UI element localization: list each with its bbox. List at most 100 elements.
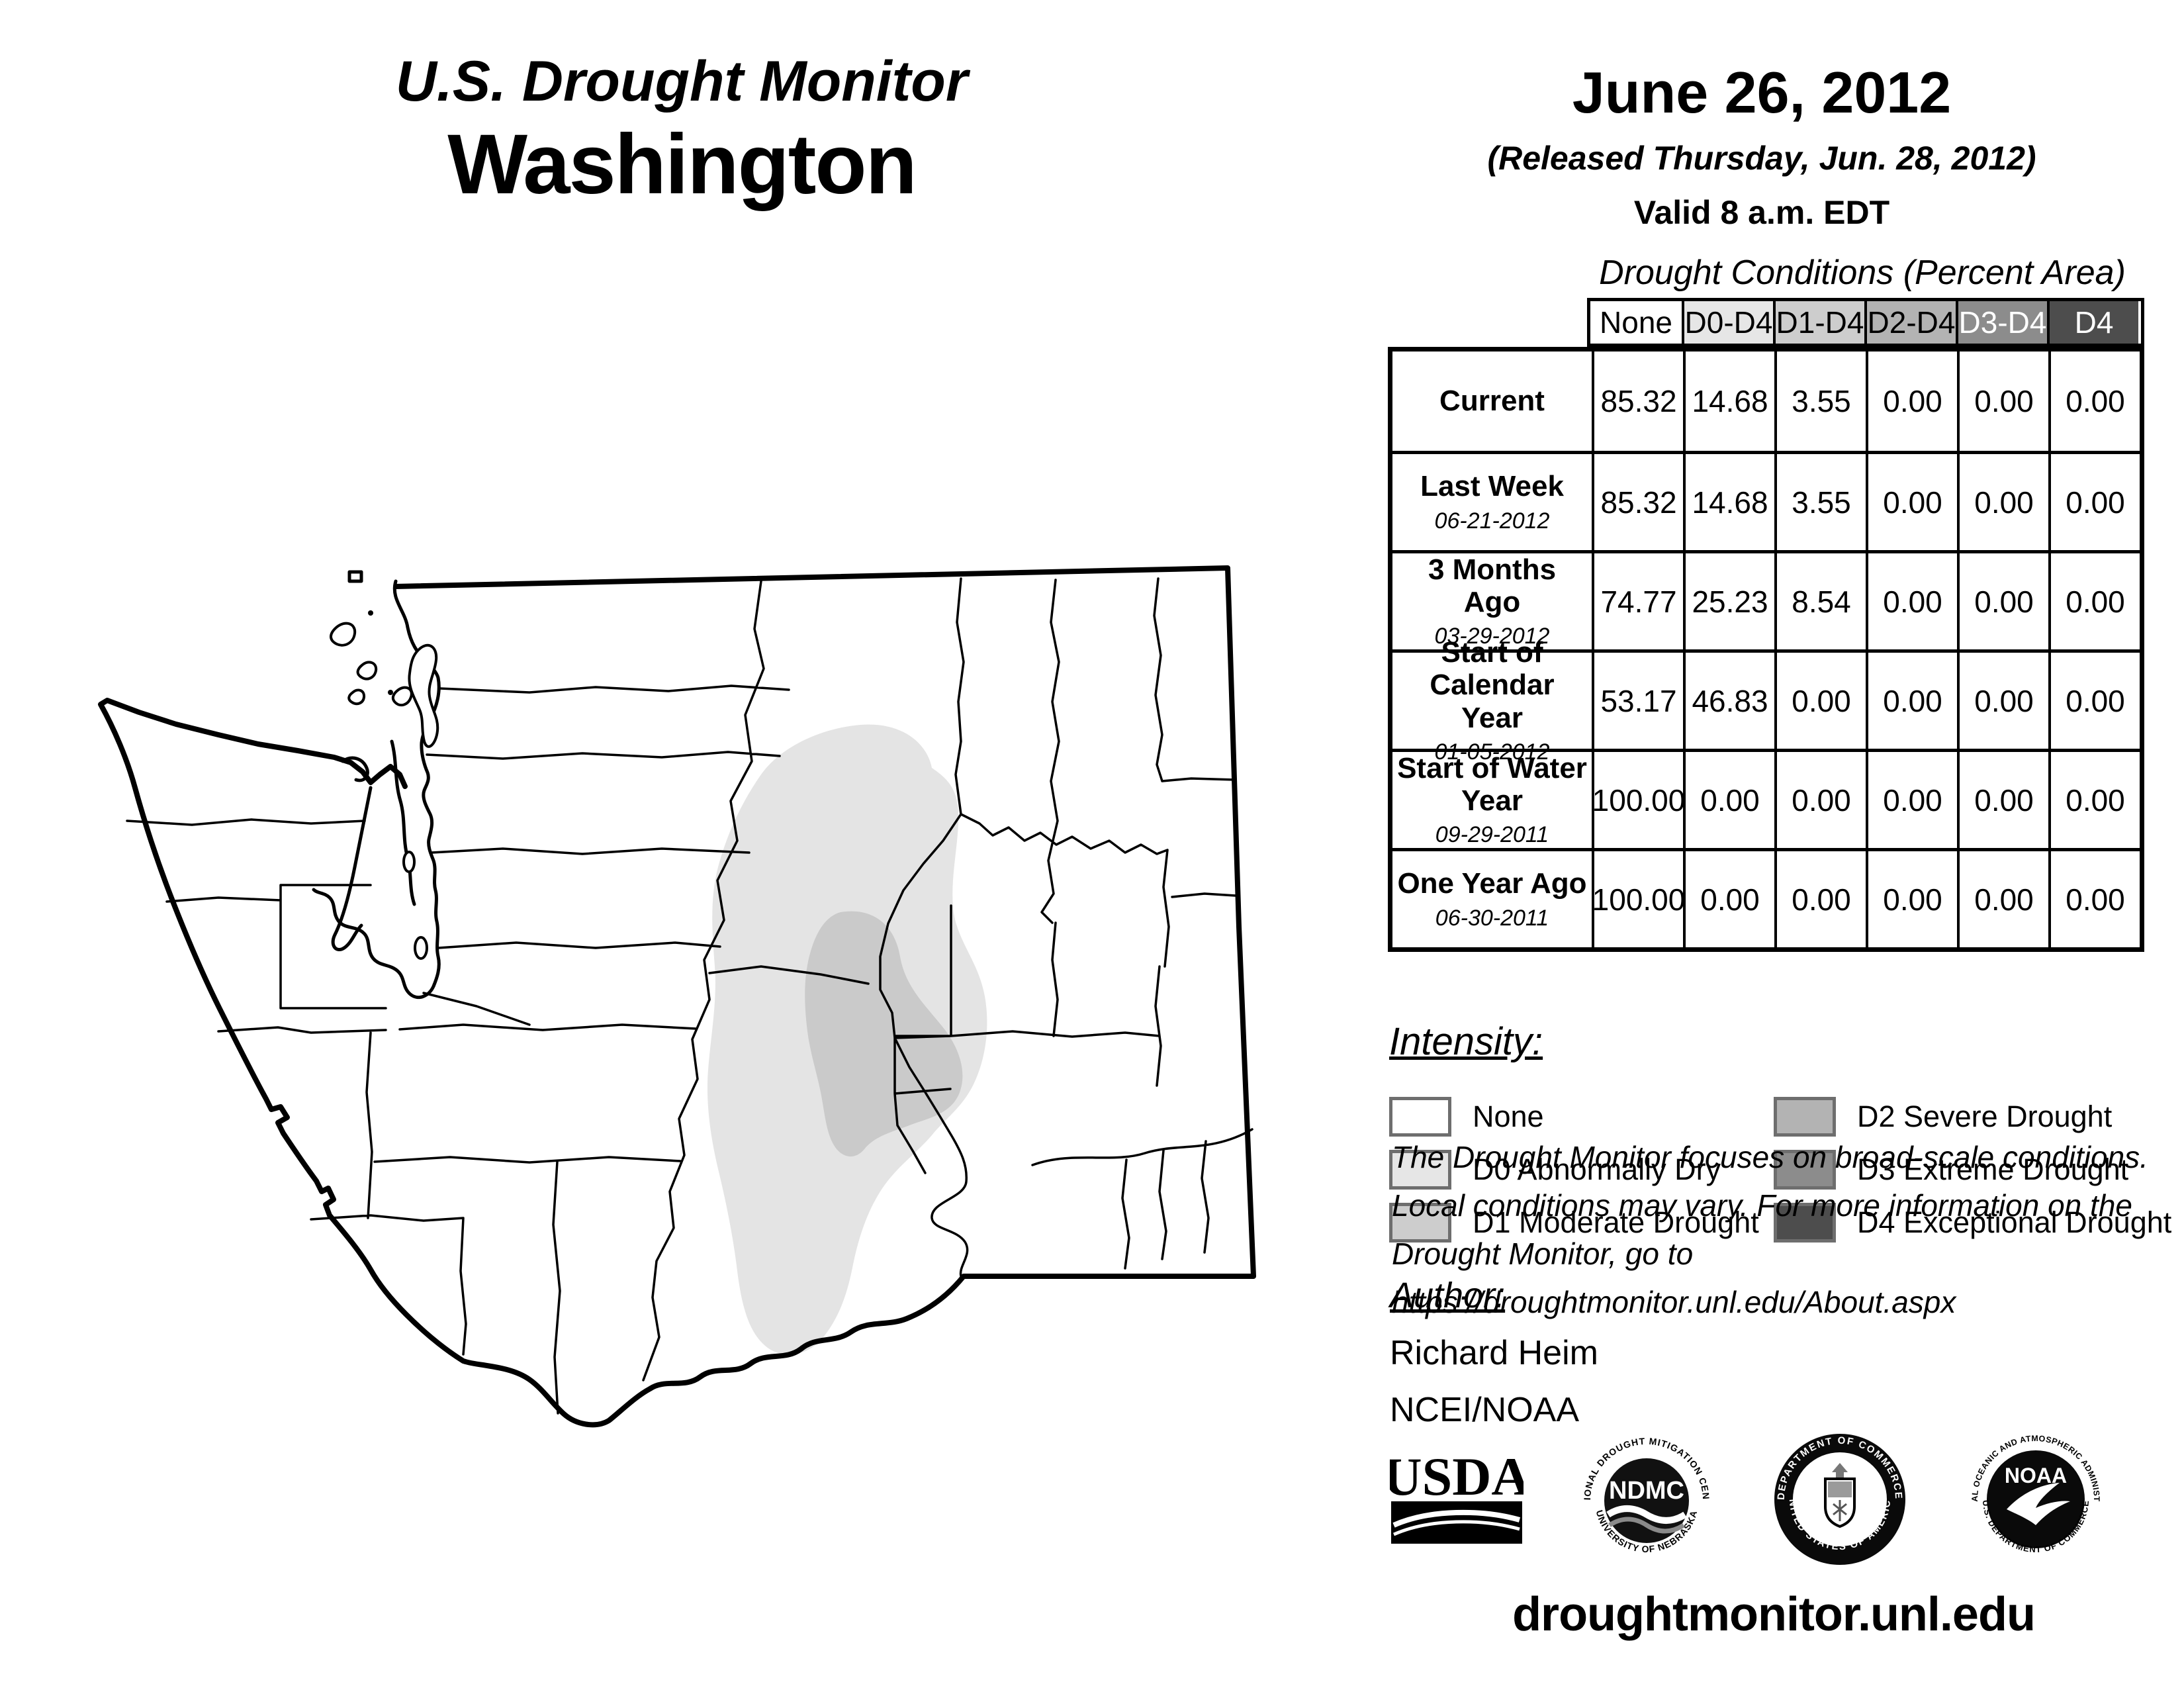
- table-cell: 0.00: [1866, 749, 1957, 848]
- table-body: Current 85.32 14.68 3.55 0.00 0.00 0.00 …: [1388, 347, 2144, 952]
- table-cell: 0.00: [1957, 848, 2048, 947]
- table-cell: 0.00: [2048, 550, 2140, 649]
- report-title-line1: U.S. Drought Monitor: [395, 50, 968, 113]
- usda-swoosh2-icon: [1392, 1520, 1520, 1536]
- disclaimer-text: The Drought Monitor focuses on broad-sca…: [1392, 1133, 2184, 1327]
- footer-url: droughtmonitor.unl.edu: [1512, 1588, 2036, 1641]
- usda-logo-text: USDA: [1390, 1454, 1524, 1507]
- table-cell: 0.00: [2048, 451, 2140, 550]
- table-cell: 85.32: [1592, 451, 1683, 550]
- col-header-d4: D4: [2047, 301, 2138, 344]
- disclaimer-line: Local conditions may vary. For more info…: [1392, 1188, 2132, 1223]
- col-header-d3d4: D3-D4: [1956, 301, 2047, 344]
- kitsap-shore: [390, 739, 416, 906]
- d1-moderate-drought-area: [805, 911, 963, 1157]
- col-header-d0d4: D0-D4: [1682, 301, 1773, 344]
- col-header-d2d4: D2-D4: [1864, 301, 1956, 344]
- whidbey-island: [408, 643, 439, 748]
- table-cell: 0.00: [1866, 649, 1957, 749]
- author-heading: Author:: [1390, 1276, 1506, 1315]
- legend-item-d4: D4 Exceptional Drought: [1774, 1196, 2171, 1249]
- county-boundaries: [126, 577, 1253, 1415]
- table-cell: 0.00: [1957, 649, 2048, 749]
- puget-sound: [312, 570, 441, 1000]
- table-cell: 25.23: [1683, 550, 1774, 649]
- table-cell: 0.00: [1866, 848, 1957, 947]
- map-date: June 26, 2012: [1572, 60, 1952, 125]
- table-cell: 3.55: [1774, 451, 1866, 550]
- point-roberts: [347, 570, 363, 583]
- legend-swatch-d2: [1774, 1097, 1836, 1137]
- puget-sound-east-shore: [312, 579, 441, 1000]
- port-townsend-hook: [341, 756, 369, 782]
- state-border: [98, 565, 1256, 1428]
- legend-item-d3: D3 Extreme Drought: [1774, 1143, 2171, 1196]
- table-cell: 0.00: [2048, 848, 2140, 947]
- release-date: (Released Thursday, Jun. 28, 2012): [1487, 140, 2036, 177]
- doc-shield-ship: [1828, 1481, 1852, 1497]
- drought-conditions-table: None D0-D4 D1-D4 D2-D4 D3-D4 D4 Current …: [1388, 298, 2144, 952]
- legend-swatch-none: [1389, 1097, 1451, 1137]
- intensity-heading: Intensity:: [1389, 1020, 1543, 1063]
- legend-item-d1: D1 Moderate Drought: [1389, 1196, 1774, 1249]
- row-label-start-water-year: Start of Water Year 09-29-2011: [1392, 749, 1592, 848]
- small-island: [368, 610, 373, 616]
- table-cell: 14.68: [1683, 352, 1774, 451]
- valid-time: Valid 8 a.m. EDT: [1633, 194, 1890, 231]
- small-island: [388, 690, 393, 695]
- report-title-state: Washington: [447, 117, 917, 212]
- release-block: June 26, 2012 (Released Thursday, Jun. 2…: [1431, 64, 2093, 232]
- col-header-none: None: [1590, 301, 1682, 344]
- col-header-d1d4: D1-D4: [1773, 301, 1864, 344]
- row-label-last-week: Last Week 06-21-2012: [1392, 451, 1592, 550]
- doc-shield-rays: [1833, 1500, 1847, 1521]
- ndmc-center-text: NDMC: [1609, 1477, 1684, 1505]
- author-block: Author: Richard Heim NCEI/NOAA: [1390, 1275, 1598, 1430]
- san-juan-islands: [330, 622, 413, 707]
- noaa-seagull-icon: [2007, 1483, 2070, 1525]
- report-title: U.S. Drought Monitor Washington: [251, 52, 1112, 210]
- legend-swatch-d4: [1774, 1203, 1836, 1243]
- washington-map: [98, 565, 1256, 1428]
- ndmc-wave2-icon: [1608, 1517, 1685, 1534]
- table-cell: 46.83: [1683, 649, 1774, 749]
- doc-eagle-icon: [1832, 1463, 1848, 1477]
- table-cell: 0.00: [1774, 848, 1866, 947]
- author-name: Richard Heim: [1390, 1334, 1598, 1372]
- disclaimer-line: The Drought Monitor focuses on broad-sca…: [1392, 1140, 2148, 1174]
- table-cell: 0.00: [1866, 451, 1957, 550]
- hood-canal: [331, 786, 373, 951]
- table-cell: 0.00: [1774, 749, 1866, 848]
- row-label-one-year-ago: One Year Ago 06-30-2011: [1392, 848, 1592, 947]
- author-org: NCEI/NOAA: [1390, 1391, 1580, 1429]
- row-label-start-calendar-year: Start of Calendar Year 01-05-2012: [1392, 636, 1592, 765]
- table-cell: 0.00: [1957, 451, 2048, 550]
- table-cell: 14.68: [1683, 451, 1774, 550]
- noaa-logo: NATIONAL OCEANIC AND ATMOSPHERIC ADMINIS…: [1966, 1429, 2101, 1554]
- table-cell: 0.00: [1957, 749, 2048, 848]
- legend-swatch-d3: [1774, 1150, 1836, 1190]
- table-cell: 0.00: [1957, 352, 2048, 451]
- table-title: Drought Conditions (Percent Area): [1599, 254, 2126, 292]
- legend-swatch-d0: [1389, 1150, 1451, 1190]
- vashon-island: [414, 936, 428, 960]
- legend-item-d2: D2 Severe Drought: [1774, 1090, 2171, 1143]
- legend-item-d0: D0 Abnormally Dry: [1389, 1143, 1774, 1196]
- table-cell: 0.00: [2048, 749, 2140, 848]
- table-cell: 0.00: [2048, 352, 2140, 451]
- table-cell: 100.00: [1592, 848, 1685, 947]
- table-cell: 74.77: [1592, 550, 1683, 649]
- table-cell: 0.00: [1683, 749, 1774, 848]
- bainbridge-island: [402, 851, 416, 873]
- table-cell: 8.54: [1774, 550, 1866, 649]
- table-cell: 53.17: [1592, 649, 1683, 749]
- table-cell: 0.00: [1866, 352, 1957, 451]
- ndmc-wave-icon: [1606, 1505, 1687, 1524]
- table-cell: 0.00: [1774, 649, 1866, 749]
- intensity-legend: Intensity: None D0 Abnormally Dry D1 Mod…: [1389, 1019, 2171, 1249]
- table-cell: 0.00: [1866, 550, 1957, 649]
- legend-grid: None D0 Abnormally Dry D1 Moderate Droug…: [1389, 1090, 2171, 1249]
- doc-seal-logo: DEPARTMENT OF COMMERCE UNITED STATES OF …: [1770, 1429, 1905, 1565]
- table-cell: 0.00: [2048, 649, 2140, 749]
- legend-swatch-d1: [1389, 1203, 1451, 1243]
